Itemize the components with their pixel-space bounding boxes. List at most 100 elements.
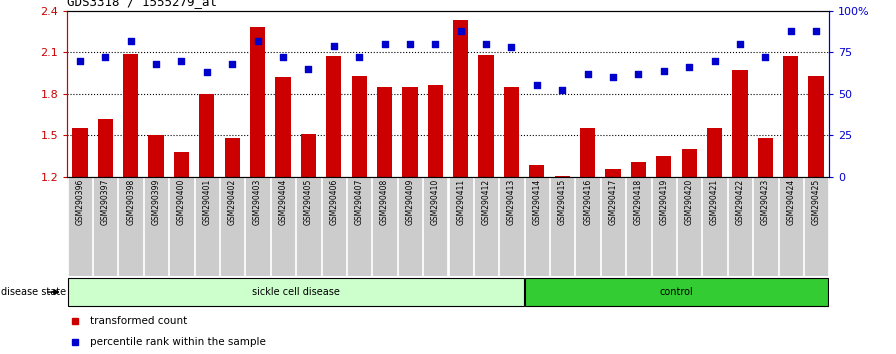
Text: GSM290425: GSM290425 bbox=[812, 178, 821, 224]
Bar bbox=[220, 177, 245, 276]
Text: GSM290422: GSM290422 bbox=[736, 178, 745, 224]
Point bbox=[225, 61, 239, 67]
Point bbox=[478, 41, 493, 47]
Bar bbox=[474, 177, 498, 276]
Bar bbox=[427, 85, 443, 177]
Point bbox=[428, 41, 443, 47]
Point bbox=[352, 55, 366, 60]
Text: GSM290406: GSM290406 bbox=[329, 178, 339, 224]
Bar bbox=[651, 177, 676, 276]
Text: GSM290402: GSM290402 bbox=[228, 178, 237, 224]
Bar bbox=[373, 177, 397, 276]
Point bbox=[377, 41, 392, 47]
Text: GSM290404: GSM290404 bbox=[279, 178, 288, 224]
Text: sickle cell disease: sickle cell disease bbox=[252, 287, 340, 297]
Bar bbox=[575, 177, 599, 276]
Text: GSM290417: GSM290417 bbox=[608, 178, 617, 224]
Bar bbox=[525, 278, 828, 306]
Text: GSM290409: GSM290409 bbox=[405, 178, 415, 224]
Text: GSM290423: GSM290423 bbox=[761, 178, 770, 224]
Bar bbox=[631, 162, 646, 177]
Bar bbox=[123, 53, 138, 177]
Bar bbox=[530, 165, 545, 177]
Point bbox=[809, 28, 823, 33]
Point bbox=[504, 44, 519, 50]
Point bbox=[174, 58, 189, 63]
Point bbox=[783, 28, 798, 33]
Bar bbox=[606, 169, 621, 177]
Text: GSM290414: GSM290414 bbox=[532, 178, 541, 224]
Bar bbox=[423, 177, 447, 276]
Point bbox=[124, 38, 138, 44]
Bar bbox=[149, 135, 164, 177]
Text: control: control bbox=[659, 287, 694, 297]
Point bbox=[606, 74, 620, 80]
Text: GSM290420: GSM290420 bbox=[685, 178, 694, 224]
Bar bbox=[601, 177, 625, 276]
Bar bbox=[68, 278, 523, 306]
Bar bbox=[728, 177, 752, 276]
Bar bbox=[246, 177, 270, 276]
Bar bbox=[758, 138, 773, 177]
Point bbox=[327, 43, 341, 48]
Bar bbox=[580, 129, 595, 177]
Text: GSM290397: GSM290397 bbox=[100, 178, 110, 224]
Point bbox=[733, 41, 747, 47]
Text: disease state: disease state bbox=[1, 287, 66, 297]
Point bbox=[251, 38, 265, 44]
Bar bbox=[754, 177, 778, 276]
Bar bbox=[682, 149, 697, 177]
Bar bbox=[93, 177, 117, 276]
Bar bbox=[322, 177, 346, 276]
Point bbox=[556, 88, 570, 93]
Bar bbox=[402, 87, 418, 177]
Bar bbox=[98, 119, 113, 177]
Bar bbox=[702, 177, 727, 276]
Bar bbox=[271, 177, 295, 276]
Bar bbox=[453, 20, 469, 177]
Point bbox=[200, 69, 214, 75]
Bar bbox=[804, 177, 828, 276]
Text: GSM290401: GSM290401 bbox=[202, 178, 211, 224]
Bar bbox=[677, 177, 702, 276]
Bar bbox=[732, 70, 747, 177]
Bar bbox=[73, 129, 88, 177]
Point bbox=[530, 82, 544, 88]
Bar bbox=[449, 177, 473, 276]
Text: percentile rank within the sample: percentile rank within the sample bbox=[90, 337, 266, 348]
Text: GDS3318 / 1555279_at: GDS3318 / 1555279_at bbox=[67, 0, 217, 8]
Point bbox=[73, 58, 87, 63]
Point bbox=[758, 55, 772, 60]
Bar bbox=[275, 77, 290, 177]
Bar bbox=[779, 177, 803, 276]
Bar bbox=[225, 138, 240, 177]
Text: GSM290399: GSM290399 bbox=[151, 178, 160, 224]
Bar bbox=[499, 177, 523, 276]
Text: GSM290415: GSM290415 bbox=[557, 178, 567, 224]
Point bbox=[581, 71, 595, 77]
Text: GSM290400: GSM290400 bbox=[177, 178, 186, 224]
Text: GSM290419: GSM290419 bbox=[659, 178, 668, 224]
Text: GSM290421: GSM290421 bbox=[710, 178, 719, 224]
Point bbox=[301, 66, 315, 72]
Bar bbox=[347, 177, 371, 276]
Bar bbox=[250, 27, 265, 177]
Bar bbox=[656, 156, 671, 177]
Text: transformed count: transformed count bbox=[90, 316, 187, 326]
Bar bbox=[626, 177, 650, 276]
Bar bbox=[377, 87, 392, 177]
Bar bbox=[351, 76, 366, 177]
Text: GSM290408: GSM290408 bbox=[380, 178, 389, 224]
Bar bbox=[478, 55, 494, 177]
Text: GSM290411: GSM290411 bbox=[456, 178, 465, 224]
Bar bbox=[118, 177, 142, 276]
Bar bbox=[199, 94, 214, 177]
Point bbox=[276, 55, 290, 60]
Point bbox=[403, 41, 418, 47]
Text: GSM290405: GSM290405 bbox=[304, 178, 313, 224]
Bar bbox=[169, 177, 194, 276]
Text: GSM290418: GSM290418 bbox=[633, 178, 643, 224]
Point bbox=[631, 71, 645, 77]
Text: GSM290424: GSM290424 bbox=[786, 178, 796, 224]
Text: GSM290398: GSM290398 bbox=[126, 178, 135, 224]
